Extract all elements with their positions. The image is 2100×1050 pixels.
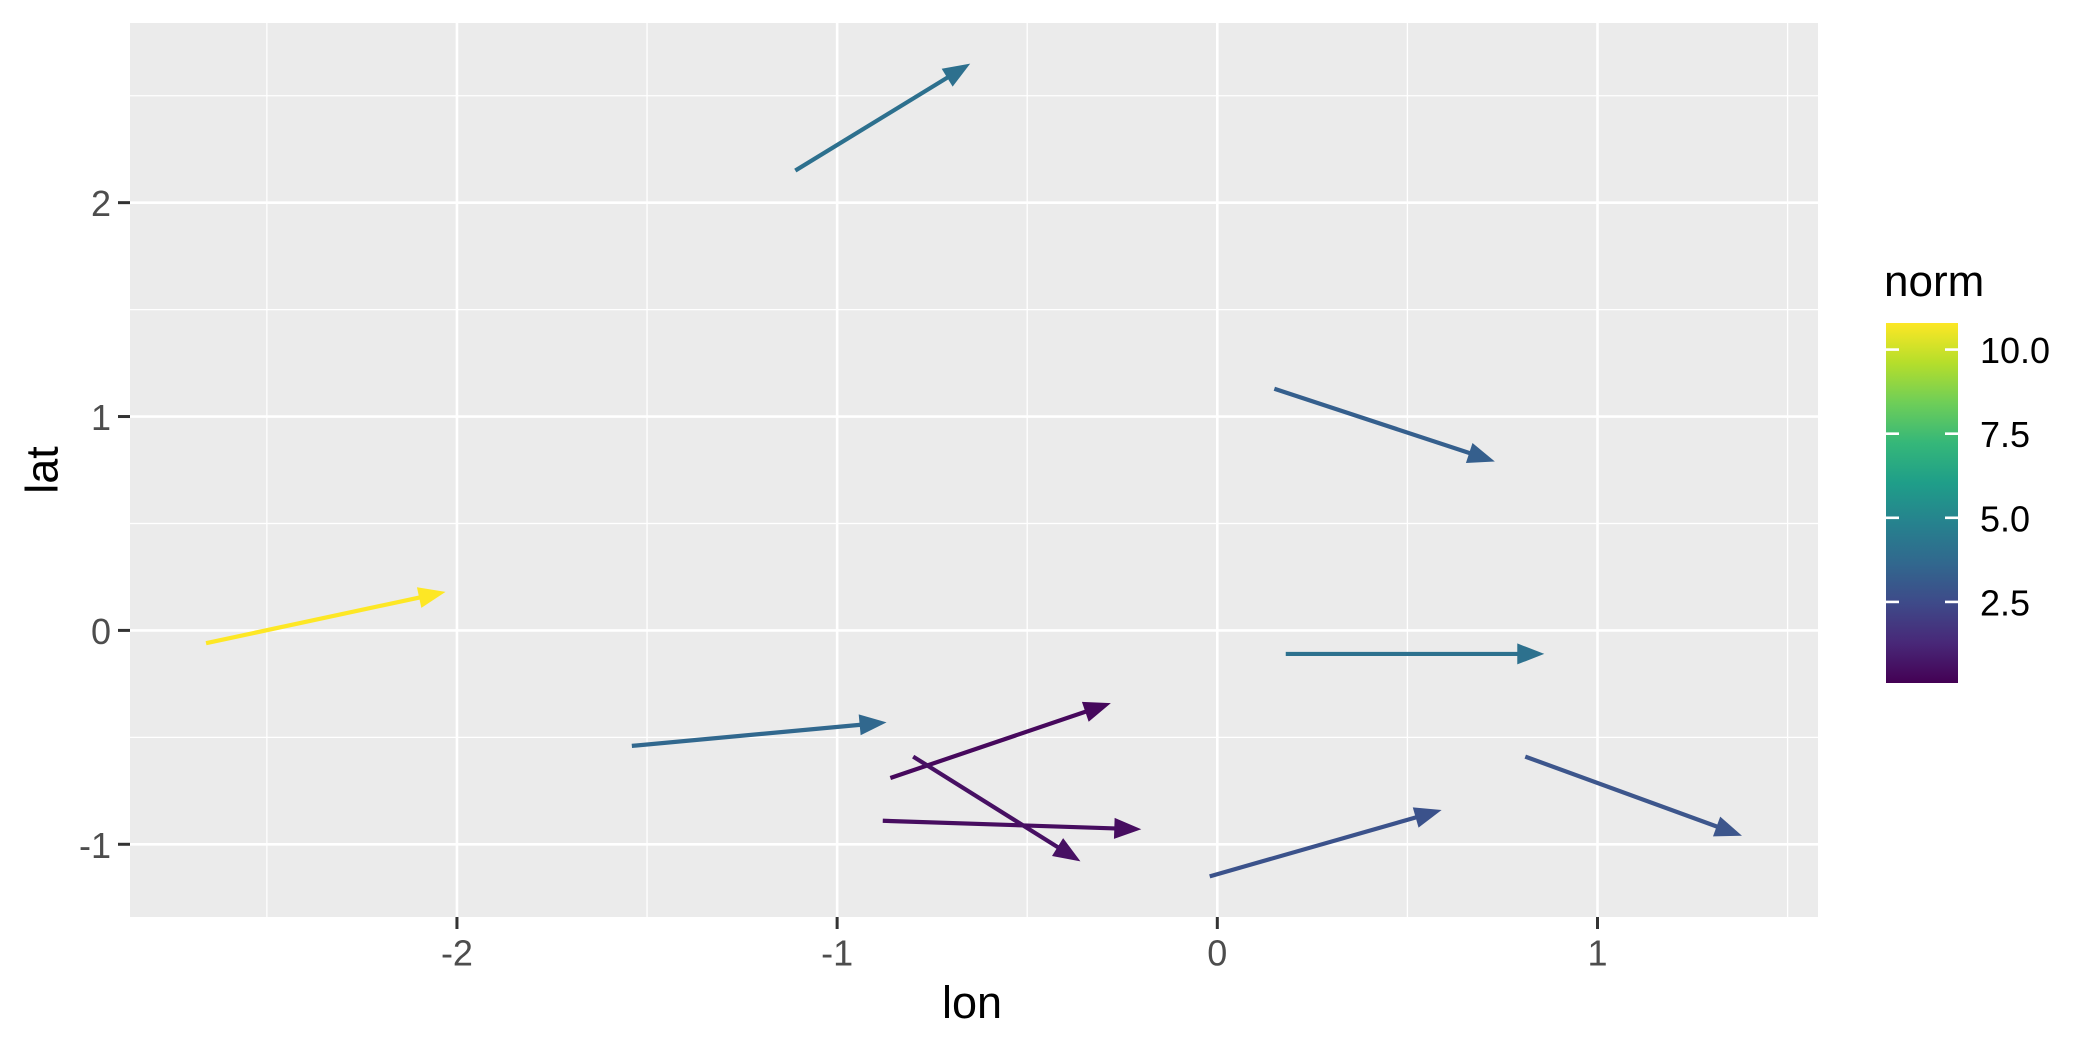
legend-tick-label: 7.5: [1980, 414, 2030, 455]
vector-arrow-head: [1517, 643, 1545, 665]
vector-arrow: [794, 63, 971, 173]
vector-arrow: [1285, 643, 1545, 665]
legend-colorbar: 10.0 7.5 5.0 2.5: [1886, 323, 2050, 683]
arrow-layer: [205, 63, 1742, 879]
y-tick-label: 0: [91, 611, 111, 652]
vector-arrow-head: [1412, 807, 1442, 828]
vector-arrow-shaft: [1273, 386, 1482, 459]
y-tick-label: 2: [91, 183, 111, 224]
x-tick-label: 1: [1587, 933, 1607, 974]
legend-tick-label: 10.0: [1980, 330, 2050, 371]
vector-arrow-shaft: [1524, 754, 1729, 833]
vector-arrow-head: [1051, 838, 1081, 862]
legend-colorbar-gradient: [1886, 323, 1958, 683]
vector-arrow-shaft: [205, 592, 432, 646]
panel-background: [130, 23, 1818, 917]
vector-arrow-head: [1081, 701, 1111, 722]
vector-arrow: [1209, 807, 1442, 879]
vector-arrow-head: [858, 714, 887, 736]
x-tick-label: 0: [1207, 933, 1227, 974]
y-axis-title: lat: [17, 446, 68, 494]
x-tick-label: -2: [441, 933, 473, 974]
vector-arrow-shaft: [912, 754, 1069, 856]
vector-arrow-shaft: [794, 69, 959, 173]
plot-panel: [130, 23, 1818, 917]
x-tick-label: -1: [821, 933, 853, 974]
y-tick-label: -1: [79, 825, 111, 866]
vector-arrow-head: [416, 587, 446, 608]
vector-arrow: [912, 754, 1081, 862]
vector-arrow-shaft: [1209, 812, 1428, 879]
vector-arrow-head: [1713, 816, 1742, 837]
vector-arrow-shaft: [631, 721, 872, 748]
x-axis-title: lon: [942, 977, 1002, 1028]
vector-arrow: [631, 714, 887, 748]
vector-arrow: [882, 817, 1142, 839]
vector-arrow: [205, 587, 446, 646]
vector-arrow-head: [1465, 443, 1495, 463]
legend-tick-label: 2.5: [1980, 582, 2030, 623]
vector-arrow: [1524, 754, 1742, 837]
legend-tick-label: 5.0: [1980, 498, 2030, 539]
axis-layer: -2 -1 0 1 -1 0 1 2: [79, 183, 1608, 973]
vector-arrow-head: [1113, 817, 1142, 839]
legend-title: norm: [1884, 257, 1984, 306]
vector-arrow: [1273, 386, 1495, 463]
y-tick-label: 1: [91, 397, 111, 438]
vector-arrow-shaft: [882, 818, 1127, 831]
vector-arrow-head: [941, 63, 971, 87]
